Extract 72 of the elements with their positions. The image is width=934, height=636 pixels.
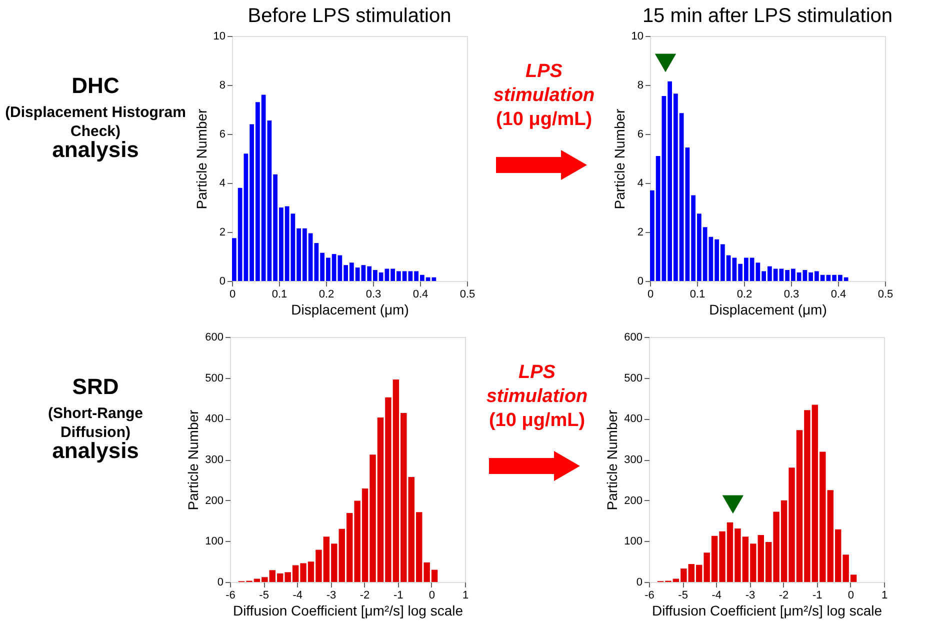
y-tick-label: 400 [205,413,224,426]
x-tick-label: 0.2 [736,288,752,300]
x-axis-title: Displacement (μm) [709,302,827,318]
x-tick-label: -6 [226,590,236,602]
y-tick-label: 100 [624,536,642,548]
x-tick-label: 0.4 [830,288,846,300]
y-tick-label: 4 [219,178,226,190]
y-tick-label: 8 [637,80,644,92]
y-tick-label: 0 [219,276,226,288]
x-tick-label: -4 [712,590,722,602]
y-axis-title: Particle Number [611,108,628,210]
y-tick-label: 400 [624,413,642,426]
y-tick-label: 500 [624,372,642,384]
x-tick-label: 0 [229,288,236,300]
y-axis-title: Particle Number [604,409,620,510]
x-tick-label: 1 [881,590,888,602]
y-tick-label: 500 [205,372,224,384]
y-tick-label: 0 [636,576,642,588]
text: (10 μg/mL) [488,410,586,431]
text: DHC [72,73,120,98]
x-tick-label: 0.3 [784,288,800,300]
y-tick-label: 0 [637,276,644,288]
x-tick-label: 0 [647,288,654,300]
y-tick-label: 2 [637,226,644,238]
y-axis-title: Particle Number [185,409,202,510]
y-axis-title: Particle Number [193,108,210,210]
text: (Displacement Histogram Check) [5,104,186,140]
x-tick-label: 0.1 [690,288,706,300]
x-tick-label: 0.4 [412,288,428,300]
x-tick-label: -1 [812,590,822,602]
x-tick-label: -5 [259,590,269,602]
x-tick-label: -2 [778,590,789,602]
text: (Short-Range Diffusion) [48,405,143,441]
chart-title: 15 min after LPS stimulation [642,5,893,27]
x-axis-title: Diffusion Coefficient [μm²/s] log scale [652,602,882,618]
x-tick-label: 0.3 [366,288,382,300]
y-tick-label: 10 [631,30,644,42]
text: LPS stimulation [493,61,595,106]
chart-title: Before LPS stimulation [248,5,452,27]
x-tick-label: 0 [428,590,435,602]
y-tick-label: 600 [205,332,224,344]
y-tick-label: 200 [205,494,224,507]
x-tick-label: -3 [326,590,336,602]
y-tick-label: 4 [637,178,644,190]
text: LPS stimulation [486,362,588,407]
x-tick-label: -6 [644,590,654,602]
x-tick-label: 0.2 [318,288,334,300]
y-tick-label: 6 [219,128,226,140]
x-tick-label: 0.5 [878,288,894,300]
x-tick-label: -4 [292,590,303,602]
y-tick-label: 300 [205,454,224,466]
x-tick-label: -1 [393,590,404,602]
y-tick-label: 8 [219,80,226,92]
y-tick-label: 0 [217,576,224,588]
x-tick-label: -3 [745,590,756,602]
y-tick-label: 200 [624,494,642,507]
y-tick-label: 6 [637,128,644,140]
x-tick-label: -5 [678,590,688,602]
x-tick-label: 1 [462,590,469,602]
y-tick-label: 10 [213,30,226,42]
x-tick-label: 0.1 [272,288,288,300]
x-tick-label: 0 [848,590,854,602]
x-tick-label: -2 [360,590,370,602]
x-tick-label: 0.5 [460,288,476,300]
x-axis-title: Diffusion Coefficient [μm²/s] log scale [232,602,464,618]
x-axis-title: Displacement (μm) [291,302,409,318]
y-tick-label: 100 [205,536,224,548]
text: (10 μg/mL) [496,109,592,130]
y-tick-label: 300 [624,454,642,466]
y-tick-label: 2 [219,226,226,238]
text: SRD [72,374,119,399]
y-tick-label: 600 [624,332,642,344]
